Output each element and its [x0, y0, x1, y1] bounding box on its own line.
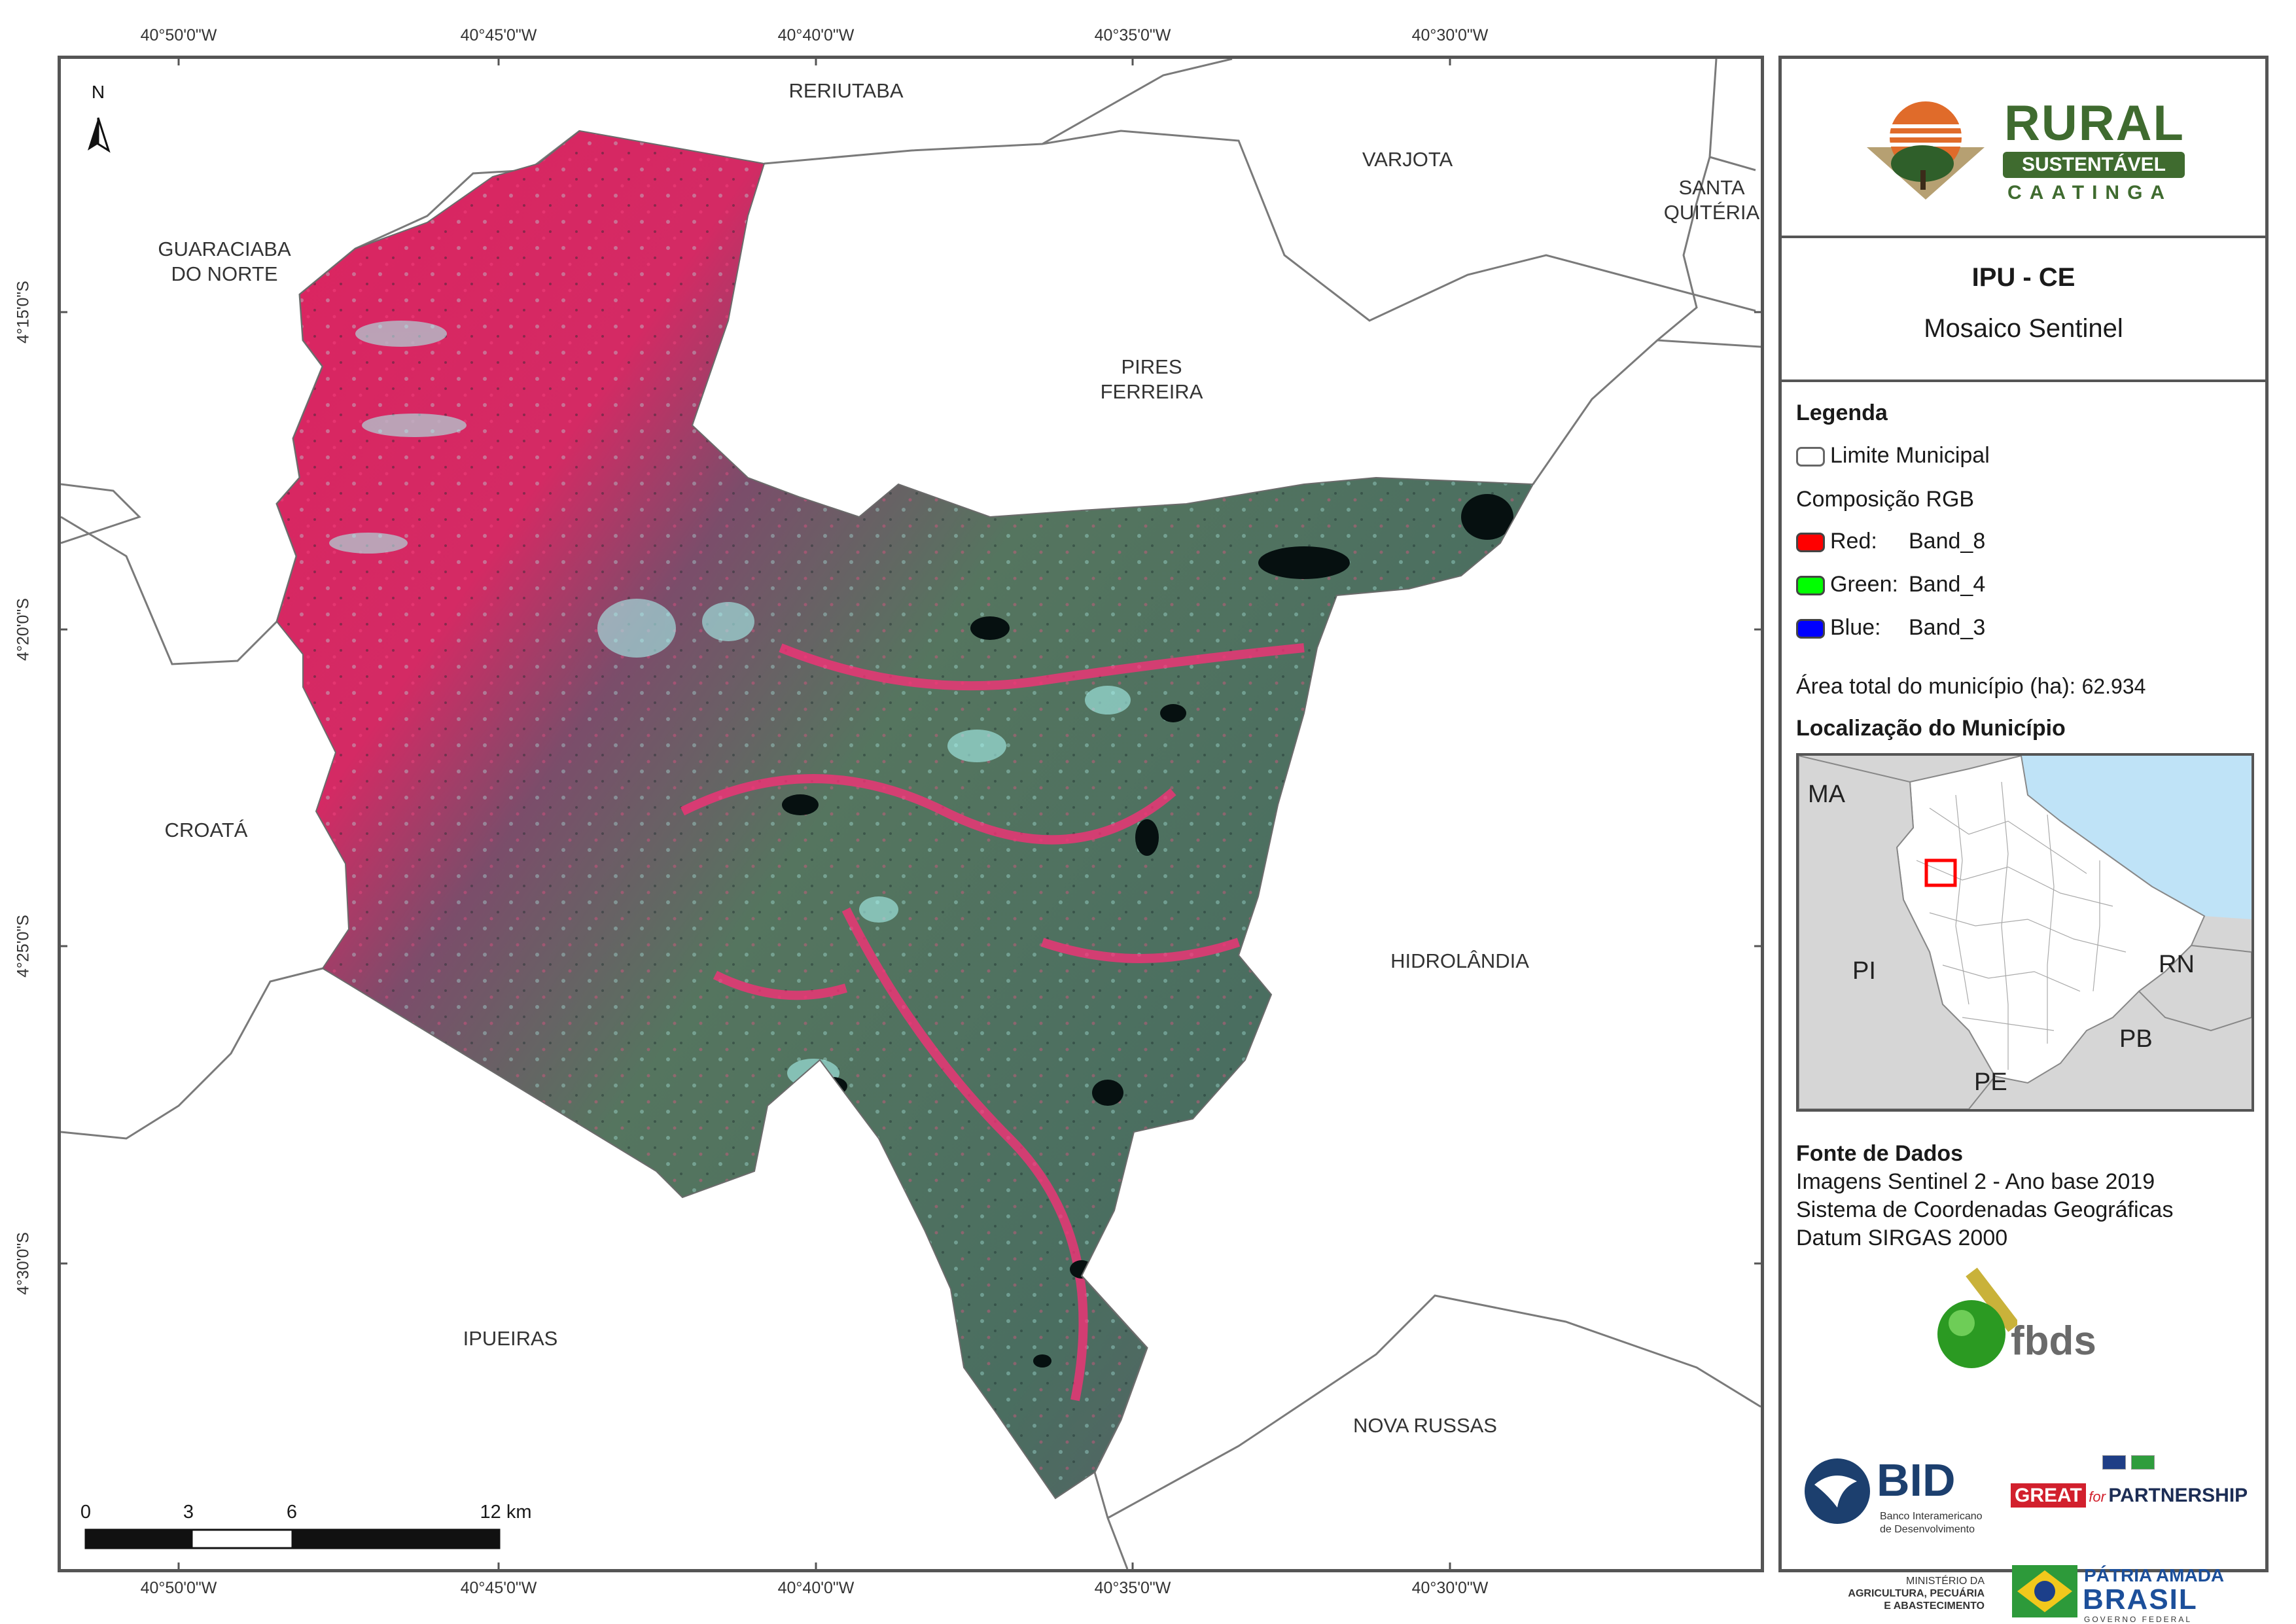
bid-logo-sub1: Banco Interamericano [1880, 1511, 1983, 1522]
state-label-pb: PB [2119, 1025, 2153, 1053]
band-name: Band_4 [1909, 572, 1986, 597]
title-section: IPU - CE Mosaico Sentinel [1782, 236, 2265, 382]
location-heading: Localização do Município [1796, 716, 2066, 741]
rural-logo-caatinga: CAATINGA [2007, 182, 2173, 203]
legend-item-green: Green: Band_4 [1796, 572, 1985, 597]
band-channel: Green: [1830, 572, 1898, 597]
green-band-swatch-icon [1796, 576, 1825, 596]
great-word: GREAT [2011, 1483, 2086, 1508]
rural-sustentavel-logo-icon [1867, 101, 1985, 200]
state-label-pe: PE [1974, 1068, 2007, 1096]
flags-icon [2102, 1455, 2155, 1473]
rgb-heading: Composição RGB [1796, 487, 1975, 512]
lon-label-top: 40°50'0"W [140, 26, 217, 44]
municipality-label-varjota: VARJOTA [1362, 148, 1453, 171]
lon-label-bottom: 40°50'0"W [140, 1579, 217, 1597]
lon-label-top: 40°30'0"W [1411, 26, 1489, 44]
lon-label-top: 40°45'0"W [460, 26, 537, 44]
lon-label-bottom: 40°30'0"W [1411, 1579, 1489, 1597]
municipality-label-croata: CROATÁ [164, 819, 248, 841]
scale-label: 0 [80, 1502, 92, 1523]
band-name: Band_8 [1909, 529, 1986, 554]
brasil-line2: BRASIL [2083, 1583, 2198, 1615]
great-for: for [2089, 1489, 2106, 1505]
map-title: IPU - CE [1971, 263, 2075, 292]
fbds-logo-text: fbds [2011, 1318, 2096, 1364]
bid-logo-sub2: de Desenvolvimento [1880, 1524, 1975, 1535]
map-frame[interactable]: N RERIUTABA VARJOTA SANTA QUITÉRIA GUARA… [58, 56, 1764, 1572]
legend-item-blue: Blue: Band_3 [1796, 615, 1985, 641]
source-line: Sistema de Coordenadas Geográficas [1796, 1197, 2174, 1222]
lon-label-bottom: 40°45'0"W [460, 1579, 537, 1597]
mapa-line: MINISTÉRIO DA [1905, 1576, 1985, 1587]
mapa-line: AGRICULTURA, PECUÁRIA [1848, 1588, 1985, 1599]
municipality-label-hidrolandia: HIDROLÂNDIA [1390, 949, 1529, 972]
legend-section: Legenda Limite Municipal Composição RGB … [1782, 382, 2265, 1624]
municipality-label-santa-quiteria: SANTA QUITÉRIA [1663, 176, 1760, 224]
ipu-location-marker [1924, 858, 1957, 887]
lon-label-bottom: 40°35'0"W [1094, 1579, 1171, 1597]
municipality-label-reriutaba: RERIUTABA [788, 79, 904, 102]
band-name: Band_3 [1909, 615, 1986, 640]
bid-logo-text: BID [1877, 1455, 1956, 1506]
mapa-line: E ABASTECIMENTO [1884, 1600, 1985, 1612]
fbds-logo-icon [1937, 1267, 2017, 1368]
source-line: Datum SIRGAS 2000 [1796, 1226, 2008, 1250]
area-label: Área total do município (ha): [1796, 674, 2076, 699]
source-line: Imagens Sentinel 2 - Ano base 2019 [1796, 1169, 2155, 1194]
north-arrow-label: N [92, 82, 105, 102]
ipu-boundary [275, 130, 1534, 1500]
municipality-label-nova-russas: NOVA RUSSAS [1353, 1414, 1497, 1437]
state-label-ma: MA [1808, 781, 1845, 808]
band-channel: Red: [1830, 529, 1877, 554]
info-panel: RURAL SUSTENTÁVEL CAATINGA IPU - CE Mosa… [1778, 56, 2269, 1624]
scale-label: 3 [183, 1502, 194, 1523]
brasil-line3: GOVERNO FEDERAL [2084, 1615, 2193, 1624]
area-total: Área total do município (ha): 62.934 [1796, 674, 2146, 699]
brasil-gov-icon [2012, 1565, 2077, 1617]
lon-label-top: 40°40'0"W [777, 26, 855, 44]
logo-section: RURAL SUSTENTÁVEL CAATINGA [1782, 59, 2265, 238]
band-channel: Blue: [1830, 615, 1881, 640]
legend-item-red: Red: Band_8 [1796, 529, 1985, 554]
legend-heading: Legenda [1796, 400, 1888, 425]
sources-heading: Fonte de Dados [1796, 1141, 1964, 1166]
area-value: 62.934 [2081, 675, 2146, 698]
minimap-canvas [1799, 756, 2252, 1109]
lon-label-bottom: 40°40'0"W [777, 1579, 855, 1597]
scale-label: 12 km [480, 1502, 532, 1523]
great-partnership: PARTNERSHIP [2108, 1485, 2248, 1506]
brasil-line1: PÁTRIA AMADA [2084, 1565, 2225, 1585]
legend-limit-label: Limite Municipal [1830, 443, 1990, 468]
red-band-swatch-icon [1796, 533, 1825, 553]
state-label-rn: RN [2159, 951, 2195, 978]
mapa-text: MINISTÉRIO DA AGRICULTURA, PECUÁRIA E AB… [1808, 1575, 1985, 1612]
municipality-label-guaraciaba: GUARACIABA DO NORTE [158, 238, 291, 285]
scale-bar [84, 1528, 501, 1549]
north-arrow-icon [88, 117, 111, 153]
bid-logo-icon [1805, 1458, 1870, 1524]
lon-label-top: 40°35'0"W [1094, 26, 1171, 44]
map-subtitle: Mosaico Sentinel [1924, 314, 2123, 343]
municipality-label-pires-ferreira: PIRES FERREIRA [1100, 355, 1203, 403]
limit-swatch-icon [1796, 447, 1825, 467]
location-minimap: MA PI RN PB PE [1796, 753, 2254, 1112]
map-canvas[interactable]: N [61, 59, 1761, 1569]
rural-logo-word: RURAL [2004, 96, 2185, 151]
state-label-pi: PI [1852, 957, 1876, 985]
great-partnership-logo: GREAT for PARTNERSHIP [2011, 1483, 2248, 1508]
municipality-label-ipueiras: IPUEIRAS [463, 1327, 558, 1350]
rural-logo-sustentavel: SUSTENTÁVEL [2003, 152, 2185, 178]
blue-band-swatch-icon [1796, 619, 1825, 639]
legend-item-limite: Limite Municipal [1796, 443, 1990, 468]
scale-label: 6 [286, 1502, 298, 1523]
